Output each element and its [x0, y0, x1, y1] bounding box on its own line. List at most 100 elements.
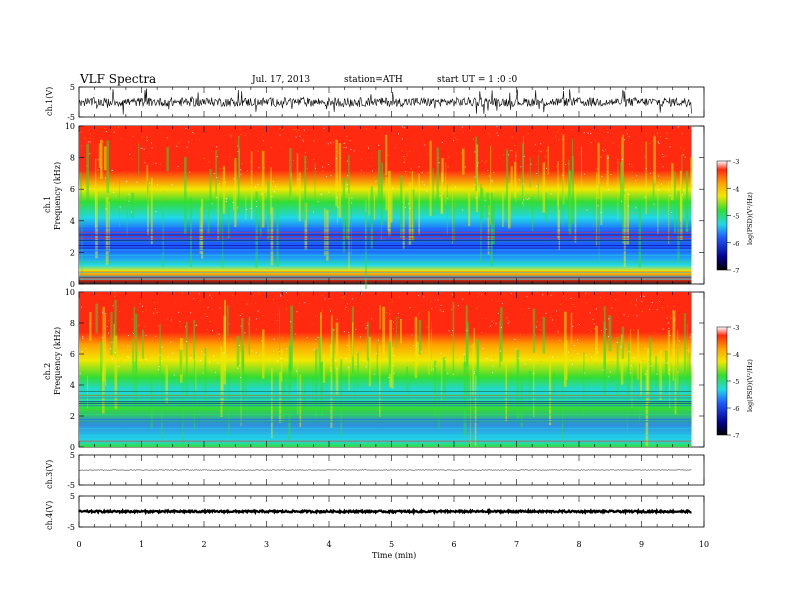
spectrogram-speckle	[345, 306, 347, 308]
x-axis-label: Time (min)	[372, 551, 416, 560]
y-tick-label: 4	[70, 381, 75, 390]
spectrogram-streak	[639, 360, 643, 397]
spectrogram-speckle	[320, 194, 322, 196]
spectrogram-speckle	[143, 148, 145, 150]
spectrogram-speckle	[281, 336, 283, 338]
spectrogram-speckle	[333, 329, 335, 331]
spectrogram-speckle	[630, 302, 632, 304]
spectrogram-speckle	[577, 342, 579, 344]
spectrogram-streak	[99, 139, 103, 180]
spectrogram-streak	[387, 190, 390, 231]
spectrogram-streak	[95, 303, 98, 334]
spectrogram-speckle	[211, 203, 213, 205]
spectrogram-speckle	[401, 150, 403, 152]
spectrogram-speckle	[155, 336, 157, 338]
spectrogram-streak	[557, 160, 559, 207]
spectrogram-streak	[243, 350, 245, 402]
spectrogram-streak	[226, 305, 229, 336]
spectrogram-speckle	[185, 128, 187, 130]
spectrogram-speckle	[290, 355, 292, 357]
spectrogram-speckle	[117, 126, 119, 128]
spectrogram-speckle	[114, 292, 116, 294]
spectrogram-speckle	[586, 302, 588, 304]
spectrogram-streak	[522, 143, 524, 205]
spectrogram-speckle	[527, 199, 529, 201]
spectrogram-speckle	[457, 305, 459, 307]
spectrogram-streak	[562, 178, 564, 226]
x-tick-label: 10	[699, 540, 709, 549]
spectrogram-speckle	[635, 352, 637, 354]
spectrogram-speckle	[628, 193, 630, 195]
spectrogram-speckle	[341, 297, 343, 299]
spectrogram-streak	[103, 146, 107, 171]
spectrogram-speckle	[468, 196, 470, 198]
spectrogram-speckle	[202, 351, 204, 353]
spectrogram-speckle	[409, 150, 411, 152]
spectrogram-streak	[279, 308, 281, 355]
spectrogram-speckle	[225, 318, 227, 320]
spectrogram-speckle	[232, 294, 234, 296]
spectrogram-speckle	[586, 210, 588, 212]
spectrogram-speckle	[219, 168, 221, 170]
spectrogram-speckle	[440, 304, 442, 306]
spectrogram-speckle	[605, 139, 607, 141]
spectrogram-speckle	[551, 197, 553, 199]
spectrogram-speckle	[345, 357, 347, 359]
spectrogram-streak	[565, 340, 568, 381]
spectrogram-streak	[558, 209, 560, 251]
spectrogram-speckle	[665, 199, 667, 201]
spectrogram-streak	[603, 321, 606, 397]
spectrogram-streak	[385, 134, 388, 176]
spectrogram-speckle	[523, 155, 525, 157]
spectrogram-speckle	[567, 351, 569, 353]
spectrogram-speckle	[529, 210, 531, 212]
spectrogram-speckle	[493, 173, 495, 175]
spectrogram-speckle	[239, 128, 241, 130]
spectrogram-streak	[270, 167, 272, 215]
spectrogram-speckle	[375, 352, 377, 354]
spectrogram-speckle	[103, 327, 105, 329]
spectrogram-speckle	[166, 355, 168, 357]
spectrogram-speckle	[567, 163, 569, 165]
spectrogram-speckle	[484, 162, 486, 164]
spectrogram-speckle	[327, 164, 329, 166]
spectrogram-speckle	[261, 193, 263, 195]
spectrogram-speckle	[497, 312, 499, 314]
spectrogram-speckle	[246, 303, 248, 305]
spectrogram-streak	[533, 355, 535, 417]
spectrogram-speckle	[607, 157, 609, 159]
spectrogram-speckle	[606, 128, 608, 130]
spectrogram-streak	[133, 306, 136, 337]
spectrogram-speckle	[389, 313, 391, 315]
spectrogram-streak	[621, 137, 623, 184]
spectrogram-streak	[507, 183, 511, 229]
spectrogram-speckle	[535, 326, 537, 328]
spectrogram-speckle	[267, 211, 269, 213]
spectrogram-speckle	[447, 197, 449, 199]
spectrogram-streak	[655, 356, 657, 389]
spectrogram-speckle	[312, 211, 314, 213]
spectrogram-speckle	[452, 328, 454, 330]
spectrogram-speckle	[84, 137, 86, 139]
spectrogram-speckle	[356, 351, 358, 353]
spectrogram-streak	[259, 203, 262, 237]
spectrogram-speckle	[225, 181, 227, 183]
spectrogram-streak	[668, 180, 670, 245]
spectrogram-streak	[242, 345, 244, 369]
spectrogram-streak	[215, 150, 217, 196]
spectrogram-speckle	[87, 195, 89, 197]
spectrogram-streak	[472, 360, 474, 391]
spectrogram-streak	[314, 349, 318, 417]
spectrogram-speckle	[571, 363, 573, 365]
spectrogram-speckle	[378, 343, 380, 345]
spectrogram-speckle	[105, 131, 107, 133]
spectrogram-speckle	[590, 133, 592, 135]
spectrogram-speckle	[347, 351, 349, 353]
spectrogram-speckle	[411, 203, 413, 205]
spectrogram-speckle	[326, 375, 328, 377]
spectrogram-speckle	[336, 318, 338, 320]
spectrogram-streak	[532, 308, 536, 353]
spectrogram-speckle	[633, 212, 635, 214]
spectrogram-speckle	[315, 315, 317, 317]
spectrogram-streak	[288, 364, 291, 440]
